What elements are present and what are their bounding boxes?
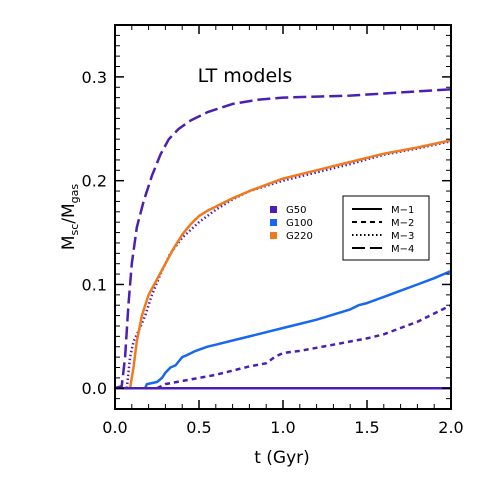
color-legend: G50 G100 G220 — [264, 200, 332, 246]
series-line-3 — [115, 138, 451, 390]
legend-label-g100: G100 — [286, 218, 313, 229]
tick-layer: 0.0 0.5 1.0 1.5 2.0 0.0 0.1 0.2 0.3 — [82, 25, 464, 437]
style-legend: M−1 M−2 M−3 M−4 — [342, 195, 430, 261]
x-tick-label: 0.0 — [102, 418, 127, 437]
series-line-4 — [144, 269, 451, 389]
y-tick-label: 0.1 — [82, 275, 107, 294]
y-tick-label: 0.3 — [82, 68, 107, 87]
y-axis-label-sub2: gas — [68, 184, 81, 204]
x-axis-label: t (Gyr) — [254, 448, 310, 468]
legend-label-m4: M−4 — [391, 244, 414, 255]
y-tick-label: 0.0 — [82, 379, 107, 398]
series-layer — [115, 88, 451, 390]
y-tick-label: 0.2 — [82, 172, 107, 191]
legend-label-g220: G220 — [286, 231, 313, 242]
y-axis-label: Msc/Mgas — [59, 184, 81, 251]
series-line-1 — [115, 88, 451, 390]
legend-swatch-g220 — [270, 232, 277, 239]
legend-label-m1: M−1 — [391, 205, 414, 216]
y-axis-label-sep: /M — [59, 203, 79, 223]
style-legend-box — [342, 195, 430, 261]
legend-label-m3: M−3 — [391, 231, 414, 242]
legend-label-g50: G50 — [286, 205, 306, 216]
chart-title: LT models — [198, 65, 293, 87]
series-line-2 — [115, 139, 451, 390]
x-tick-label: 2.0 — [438, 418, 463, 437]
x-tick-label: 1.0 — [270, 418, 295, 437]
series-line-5 — [156, 304, 451, 390]
y-axis-label-sub1: sc — [68, 224, 81, 236]
y-axis-label-main: M — [59, 235, 79, 250]
x-tick-label: 0.5 — [186, 418, 211, 437]
x-tick-label: 1.5 — [354, 418, 379, 437]
legend-label-m2: M−2 — [391, 218, 414, 229]
legend-swatch-g100 — [270, 219, 277, 226]
legend-swatch-g50 — [270, 206, 277, 213]
